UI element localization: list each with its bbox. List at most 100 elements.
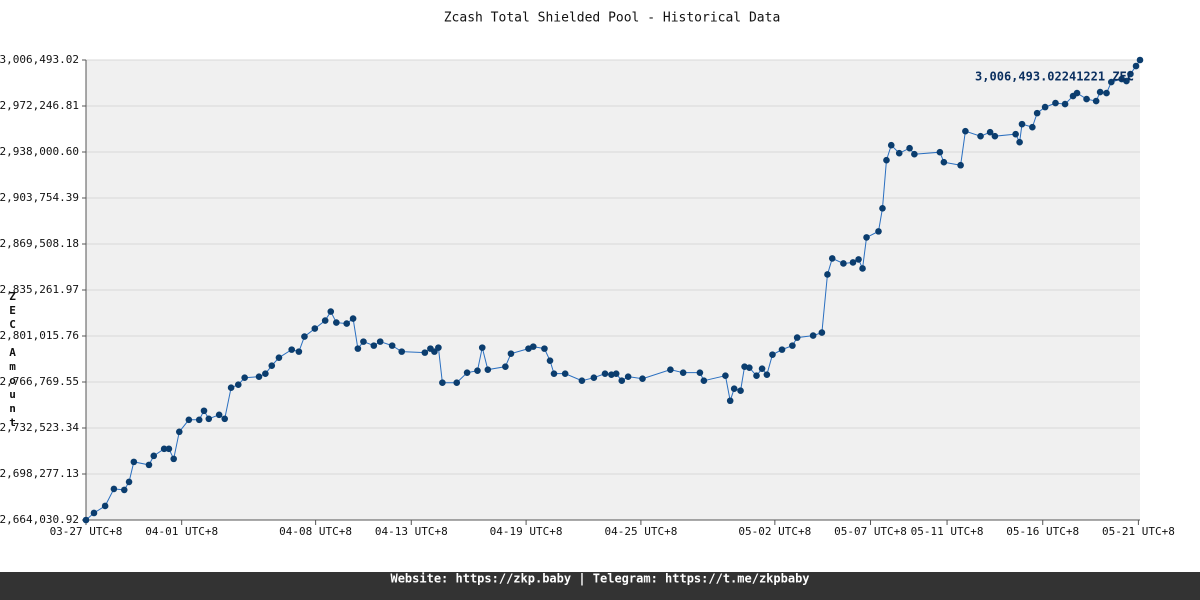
data-point (215, 411, 223, 419)
data-point (561, 370, 569, 377)
y-axis-label: ZEC Amount (6, 290, 19, 430)
y-tick-label: 2,664,030.92 (0, 513, 79, 526)
data-point (453, 379, 461, 387)
data-point (601, 370, 609, 377)
data-point (343, 320, 351, 327)
data-point (1123, 77, 1130, 85)
data-point (895, 149, 903, 157)
data-point (977, 132, 984, 140)
data-point (321, 317, 329, 324)
data-point (255, 373, 263, 380)
data-point (863, 234, 870, 241)
data-point (349, 315, 357, 322)
data-point (1029, 123, 1036, 131)
data-point (150, 452, 158, 460)
data-point (746, 364, 753, 371)
data-point (936, 148, 944, 156)
data-point (578, 377, 586, 384)
data-point (753, 372, 760, 379)
data-point (991, 132, 999, 140)
data-point (879, 205, 886, 212)
y-tick-label: 2,766,769.55 (0, 375, 79, 388)
data-point (478, 344, 486, 351)
data-point (195, 416, 203, 424)
data-point (737, 387, 744, 395)
data-point (859, 265, 866, 272)
data-point (840, 260, 847, 267)
data-point (463, 369, 471, 376)
data-point (125, 478, 133, 486)
data-point (165, 445, 173, 453)
data-point (911, 150, 918, 158)
data-point (824, 271, 831, 278)
data-point (679, 369, 687, 376)
data-point (82, 516, 90, 524)
data-point (778, 346, 786, 353)
data-point (370, 342, 378, 349)
footer-bar (0, 572, 1200, 600)
data-point (875, 228, 882, 235)
data-point (667, 366, 674, 373)
data-point (431, 348, 438, 355)
data-point (241, 374, 248, 381)
data-point (295, 348, 303, 355)
x-tick-label: 04-01 UTC+8 (145, 525, 218, 538)
x-tick-label: 05-21 UTC+8 (1102, 525, 1175, 538)
data-point (1136, 56, 1144, 64)
data-point (301, 333, 308, 340)
data-point (1083, 95, 1090, 103)
data-point (288, 346, 295, 353)
data-point (439, 379, 446, 387)
data-point (268, 362, 276, 369)
data-point (388, 342, 396, 349)
data-point (696, 369, 704, 376)
y-tick-label: 3,006,493.02 (0, 53, 79, 66)
data-point (120, 486, 128, 494)
data-point (789, 342, 796, 349)
data-point (1092, 97, 1100, 105)
x-tick-label: 04-25 UTC+8 (604, 525, 677, 538)
data-point (1052, 99, 1059, 107)
footer: Website: https://zkp.baby | Telegram: ht… (390, 572, 809, 586)
data-point (484, 366, 492, 373)
data-point (1033, 109, 1041, 117)
data-point (160, 445, 168, 453)
data-point (185, 416, 193, 424)
data-point (809, 332, 817, 339)
data-point (376, 338, 384, 345)
data-point (101, 502, 109, 510)
data-point (1016, 138, 1023, 146)
data-point (90, 509, 98, 517)
data-point (354, 345, 362, 352)
data-point (1061, 100, 1069, 108)
data-point (360, 338, 367, 345)
y-tick-label: 2,835,261.97 (0, 283, 79, 296)
data-point (529, 343, 537, 350)
y-tick-label: 2,698,277.13 (0, 467, 79, 480)
x-tick-label: 05-02 UTC+8 (738, 525, 811, 538)
data-point (906, 144, 913, 152)
y-tick-label: 2,869,508.18 (0, 237, 79, 250)
data-point (474, 367, 481, 374)
data-point (590, 374, 598, 381)
data-point (818, 329, 826, 336)
data-point (275, 354, 283, 361)
y-tick-label: 2,801,015.76 (0, 329, 79, 342)
data-point (769, 351, 776, 358)
y-tick-label: 2,972,246.81 (0, 99, 79, 112)
data-point (639, 375, 646, 382)
data-point (110, 485, 118, 493)
data-point (175, 428, 183, 436)
data-point (1132, 62, 1140, 70)
x-tick-label: 03-27 UTC+8 (50, 525, 123, 538)
y-tick-label: 2,903,754.39 (0, 191, 79, 204)
data-point (957, 161, 964, 169)
data-point (130, 458, 138, 466)
data-point (1096, 88, 1104, 96)
data-point (262, 370, 269, 377)
x-tick-label: 05-16 UTC+8 (1006, 525, 1079, 538)
data-point (227, 384, 235, 392)
x-tick-label: 05-11 UTC+8 (911, 525, 984, 538)
x-tick-label: 05-07 UTC+8 (834, 525, 907, 538)
